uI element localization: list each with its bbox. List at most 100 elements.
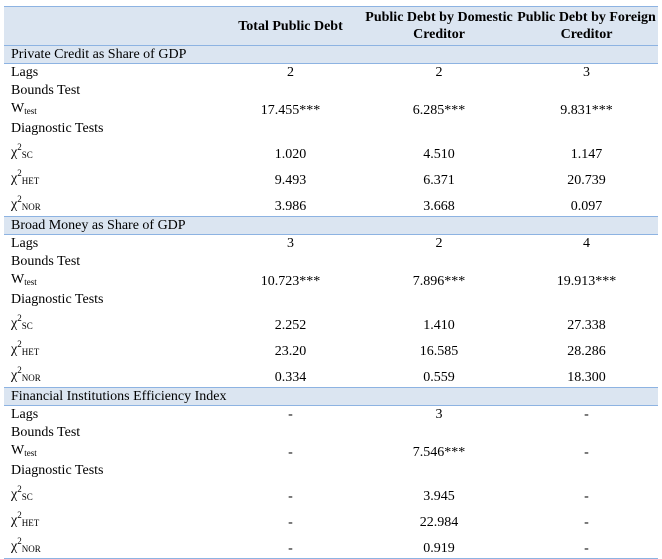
w-test-row: Wtest - 7.546*** - [4,442,658,462]
diagnostic-tests-row: Diagnostic Tests [4,120,658,138]
chi-nor-row: χ2NOR 3.986 3.668 0.097 [4,190,658,217]
row-label: χ2NOR [4,190,218,217]
table-cell: 28.286 [567,344,606,359]
chi-symbol: χ [11,342,18,357]
table-cell [363,424,515,442]
table-cell: - [584,489,589,504]
row-label: Bounds Test [11,83,81,98]
row-label: χ2NOR [4,532,218,559]
bounds-test-row: Bounds Test [4,424,658,442]
w-symbol: W [11,272,25,287]
chi-sc-row: χ2SC 1.020 4.510 1.147 [4,138,658,164]
row-label: Diagnostic Tests [11,292,104,307]
chi-superscript: 2 [17,194,22,204]
row-label: Lags [11,65,39,80]
chi-subscript: SC [21,492,33,502]
bounds-test-row: Bounds Test [4,82,658,100]
row-label: Lags [11,407,39,422]
table-cell: - [288,489,293,504]
section-title: Broad Money as Share of GDP [4,216,658,235]
table-cell [218,120,363,138]
table-cell [218,82,363,100]
chi-superscript: 2 [17,168,22,178]
row-label: Lags [11,236,39,251]
table-cell: - [584,515,589,530]
chi-het-row: χ2HET 23.20 16.585 28.286 [4,335,658,361]
table-cell: 3.945 [423,489,455,504]
chi-superscript: 2 [17,313,22,323]
row-label: χ2SC [4,138,218,164]
table-body: Private Credit as Share of GDP Lags 2 2 3 Bou… [4,45,658,559]
table-cell: - [288,445,293,460]
table-cell: 20.739 [567,173,606,188]
table-cell: - [584,445,589,460]
section-title: Financial Institutions Efficiency Index [4,387,658,406]
chi-sc-row: χ2SC - 3.945 - [4,480,658,506]
table-cell: 3 [583,65,590,80]
table-cell: 2 [287,65,294,80]
table-cell: 0.919 [363,532,515,559]
row-label: χ2SC [4,309,218,335]
chi-het-row: χ2HET 9.493 6.371 20.739 [4,164,658,190]
table-cell: 0.559 [423,370,455,385]
chi-symbol: χ [11,197,18,212]
chi-symbol: χ [11,145,18,160]
table-cell [363,462,515,480]
row-label: Bounds Test [11,425,81,440]
chi-symbol: χ [11,316,18,331]
section-header-row: Financial Institutions Efficiency Index [4,387,658,406]
table-cell: 17.455*** [260,103,321,118]
table-cell [515,82,658,100]
section-header-row: Broad Money as Share of GDP [4,216,658,235]
bounds-test-row: Bounds Test [4,253,658,271]
chi-subscript: SC [21,150,33,160]
table-cell [218,291,363,309]
chi-subscript: SC [21,321,33,331]
table-cell: - [515,532,658,559]
section-title: Private Credit as Share of GDP [4,45,658,64]
table-cell: 1.020 [274,147,307,162]
w-subscript: test [24,448,37,458]
chi-superscript: 2 [17,142,22,152]
lags-row: Lags - 3 - [4,406,658,425]
regression-results-table: Total Public Debt Public Debt by Domesti… [4,6,658,559]
table-cell: 2.252 [274,318,307,333]
table-cell [218,424,363,442]
table-cell: 1.147 [570,147,603,162]
chi-superscript: 2 [17,339,22,349]
section-header-row: Private Credit as Share of GDP [4,45,658,64]
table-cell: 6.285*** [412,103,466,118]
header-domestic-creditor: Public Debt by Domestic Creditor [363,6,515,46]
chi-subscript: NOR [21,373,41,383]
table-cell: 7.896*** [412,274,466,289]
chi-sc-row: χ2SC 2.252 1.410 27.338 [4,309,658,335]
row-label: χ2HET [4,506,218,532]
table-cell: 3.668 [423,199,455,214]
chi-superscript: 2 [17,365,22,375]
w-symbol: W [11,443,25,458]
row-label: Wtest [4,271,218,291]
table-cell: 27.338 [567,318,606,333]
table-cell: 0.097 [570,199,603,214]
chi-symbol: χ [11,171,18,186]
w-test-row: Wtest 10.723*** 7.896*** 19.913*** [4,271,658,291]
header-blank [4,6,218,46]
w-subscript: test [24,106,37,116]
table-cell: - [288,515,293,530]
table-cell: 18.300 [567,370,606,385]
lags-row: Lags 3 2 4 [4,235,658,254]
chi-subscript: HET [21,347,40,357]
table-cell [515,253,658,271]
table-cell: 16.585 [419,344,459,359]
row-label: Diagnostic Tests [11,463,104,478]
table-cell: 19.913*** [556,274,617,289]
chi-superscript: 2 [17,484,22,494]
w-symbol: W [11,101,25,116]
chi-nor-row: χ2NOR -0.919- [4,532,658,559]
chi-subscript: NOR [21,202,41,212]
table-cell [218,253,363,271]
table-cell: 2 [435,236,443,251]
table-cell: - [218,532,363,559]
table-cell: 4 [583,236,590,251]
row-label: χ2SC [4,480,218,506]
